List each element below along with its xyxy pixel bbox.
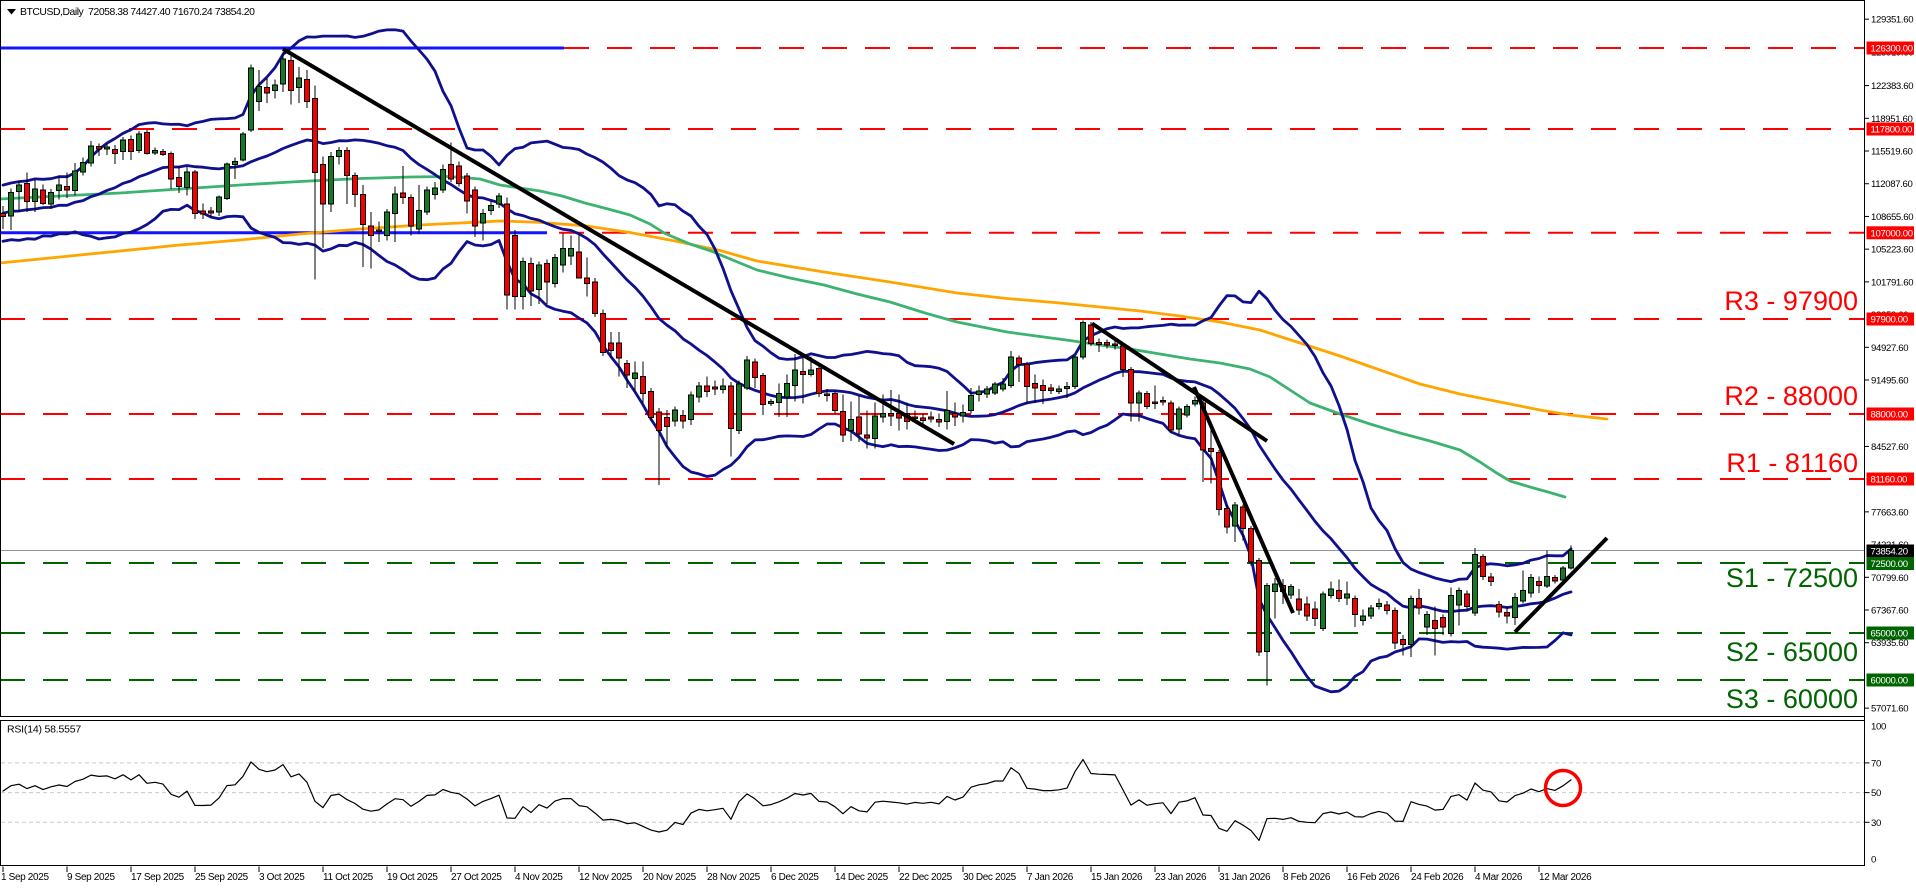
svg-text:R1 - 81160: R1 - 81160 <box>1726 448 1858 478</box>
svg-text:15 Jan 2026: 15 Jan 2026 <box>1091 872 1143 883</box>
svg-text:100: 100 <box>1871 722 1886 733</box>
svg-text:RSI(14) 58.5557: RSI(14) 58.5557 <box>7 724 81 736</box>
svg-text:S3 - 60000: S3 - 60000 <box>1726 684 1858 714</box>
svg-text:91495.60: 91495.60 <box>1871 376 1908 387</box>
svg-text:1 Sep 2025: 1 Sep 2025 <box>1 872 49 883</box>
svg-text:24 Feb 2026: 24 Feb 2026 <box>1411 872 1464 883</box>
svg-text:30: 30 <box>1871 818 1881 829</box>
svg-text:17 Sep 2025: 17 Sep 2025 <box>131 872 185 883</box>
svg-text:7 Jan 2026: 7 Jan 2026 <box>1027 872 1074 883</box>
svg-text:88000.00: 88000.00 <box>1871 410 1908 421</box>
svg-text:16 Feb 2026: 16 Feb 2026 <box>1347 872 1400 883</box>
svg-text:30 Dec 2025: 30 Dec 2025 <box>963 872 1017 883</box>
svg-text:129351.60: 129351.60 <box>1871 15 1913 26</box>
svg-text:57071.60: 57071.60 <box>1871 704 1908 715</box>
svg-text:94927.60: 94927.60 <box>1871 343 1908 354</box>
svg-text:19 Oct 2025: 19 Oct 2025 <box>387 872 438 883</box>
svg-text:107000.00: 107000.00 <box>1871 228 1913 239</box>
svg-text:70799.60: 70799.60 <box>1871 573 1908 584</box>
svg-text:77663.60: 77663.60 <box>1871 507 1908 518</box>
svg-text:23 Jan 2026: 23 Jan 2026 <box>1155 872 1207 883</box>
svg-text:73854.20: 73854.20 <box>1871 547 1908 558</box>
svg-text:115519.60: 115519.60 <box>1871 147 1913 158</box>
svg-text:20 Nov 2025: 20 Nov 2025 <box>643 872 697 883</box>
svg-text:25 Sep 2025: 25 Sep 2025 <box>195 872 249 883</box>
svg-text:112087.60: 112087.60 <box>1871 179 1913 190</box>
svg-text:22 Dec 2025: 22 Dec 2025 <box>899 872 953 883</box>
svg-text:72500.00: 72500.00 <box>1871 559 1908 570</box>
svg-text:0: 0 <box>1871 855 1876 866</box>
svg-text:8 Feb 2026: 8 Feb 2026 <box>1283 872 1331 883</box>
svg-text:105223.60: 105223.60 <box>1871 245 1913 256</box>
svg-text:126300.00: 126300.00 <box>1871 44 1913 55</box>
svg-text:67367.60: 67367.60 <box>1871 606 1908 617</box>
svg-text:9 Sep 2025: 9 Sep 2025 <box>67 872 115 883</box>
svg-text:122383.60: 122383.60 <box>1871 81 1913 92</box>
svg-text:S2 - 65000: S2 - 65000 <box>1726 637 1858 667</box>
svg-text:117800.00: 117800.00 <box>1871 125 1913 136</box>
svg-text:11 Oct 2025: 11 Oct 2025 <box>323 872 374 883</box>
svg-text:60000.00: 60000.00 <box>1871 676 1908 687</box>
svg-text:50: 50 <box>1871 788 1881 799</box>
svg-text:65000.00: 65000.00 <box>1871 629 1908 640</box>
svg-text:R3 - 97900: R3 - 97900 <box>1724 286 1858 316</box>
svg-text:3 Oct 2025: 3 Oct 2025 <box>259 872 305 883</box>
svg-text:84527.60: 84527.60 <box>1871 442 1908 453</box>
svg-text:4 Mar 2026: 4 Mar 2026 <box>1475 872 1523 883</box>
svg-text:12 Mar 2026: 12 Mar 2026 <box>1539 872 1592 883</box>
svg-text:97900.00: 97900.00 <box>1871 315 1908 326</box>
svg-text:81160.00: 81160.00 <box>1871 475 1908 486</box>
svg-text:31 Jan 2026: 31 Jan 2026 <box>1219 872 1271 883</box>
svg-text:14 Dec 2025: 14 Dec 2025 <box>835 872 889 883</box>
svg-text:R2 - 88000: R2 - 88000 <box>1724 381 1858 411</box>
svg-text:6 Dec 2025: 6 Dec 2025 <box>771 872 819 883</box>
svg-text:101791.60: 101791.60 <box>1871 277 1913 288</box>
svg-text:S1 - 72500: S1 - 72500 <box>1726 563 1858 593</box>
svg-text:4 Nov 2025: 4 Nov 2025 <box>515 872 563 883</box>
svg-text:118951.60: 118951.60 <box>1871 114 1913 125</box>
svg-text:BTCUSD,Daily 72058.38 74427.4: BTCUSD,Daily 72058.38 74427.40 71670.24 … <box>20 7 255 18</box>
svg-text:27 Oct 2025: 27 Oct 2025 <box>451 872 502 883</box>
svg-text:70: 70 <box>1871 758 1881 769</box>
svg-text:63935.60: 63935.60 <box>1871 638 1908 649</box>
svg-text:12 Nov 2025: 12 Nov 2025 <box>579 872 633 883</box>
svg-text:28 Nov 2025: 28 Nov 2025 <box>707 872 761 883</box>
svg-text:108655.60: 108655.60 <box>1871 212 1913 223</box>
